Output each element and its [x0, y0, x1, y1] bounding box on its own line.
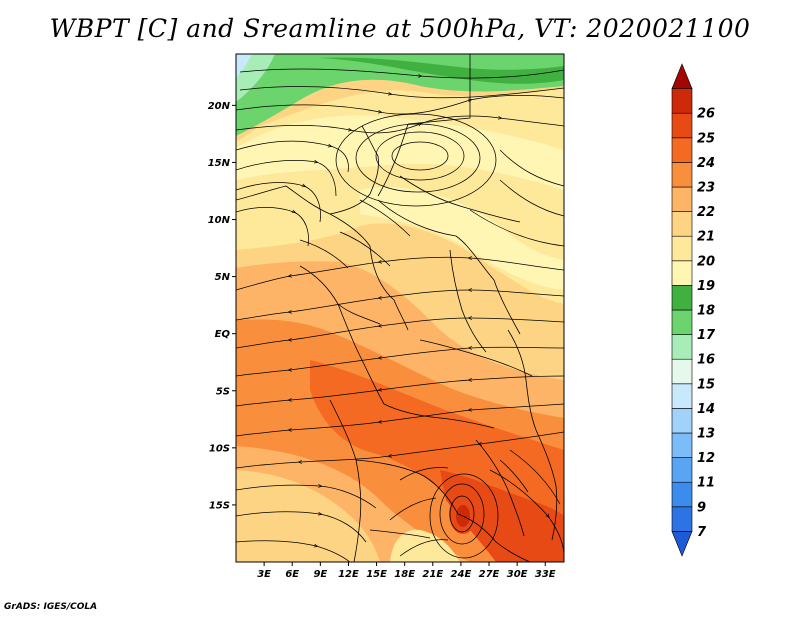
colorbar-swatch [671, 186, 693, 212]
colorbar-swatch [671, 211, 693, 237]
colorbar-label: 22 [697, 205, 715, 220]
lon-tick-label: 21E [422, 569, 443, 580]
shade-red-southeast [440, 470, 564, 562]
colorbar-label: 12 [697, 451, 715, 466]
colorbar-swatch [671, 162, 693, 188]
colorbar-swatch [671, 88, 693, 114]
colorbar-label: 23 [697, 181, 715, 196]
colorbar-swatch [671, 457, 693, 483]
lon-tick-label: 33E [535, 569, 556, 580]
colorbar-swatch [671, 334, 693, 360]
map-area [236, 54, 564, 562]
colorbar-label: 11 [697, 476, 715, 491]
credit-label: GrADS: IGES/COLA [4, 602, 98, 612]
colorbar-label: 19 [697, 279, 715, 294]
lon-tick-label: 3E [257, 569, 271, 580]
lat-tick-label: 10S [209, 443, 230, 454]
colorbar-top-arrow [671, 63, 693, 89]
shade-light-green-nw [236, 54, 275, 102]
colorbar-label: 17 [697, 328, 716, 343]
lat-tick-label: 15N [208, 158, 231, 169]
lon-tick-label: 27E [479, 569, 500, 580]
colorbar-swatch [671, 112, 693, 139]
colorbar-swatch [671, 137, 693, 163]
lat-tick-label: 15S [209, 500, 230, 511]
colorbar-label: 21 [697, 230, 715, 245]
colorbar-swatch [671, 260, 693, 286]
longitude-axis: 3E 6E 9E 12E 15E 18E 21E 24E 27E 30E 33E [257, 562, 556, 580]
lat-tick-label: 5S [216, 386, 230, 397]
colorbar-label: 25 [697, 131, 715, 146]
colorbar-label: 26 [697, 107, 715, 122]
shade-south-light [390, 529, 460, 562]
lon-tick-label: 9E [313, 569, 327, 580]
colorbar-label: 18 [697, 304, 715, 319]
latitude-axis: 20N 15N 10N 5N EQ 5S 10S 15S [208, 101, 236, 511]
lat-tick-label: 5N [215, 272, 231, 283]
map-frame [235, 53, 565, 563]
lon-tick-label: 12E [338, 569, 359, 580]
colorbar-swatch [671, 235, 693, 262]
lon-tick-label: 24E [451, 569, 472, 580]
colorbar-swatch [671, 358, 693, 385]
colorbar-label: 20 [697, 254, 715, 269]
lat-tick-label: EQ [215, 329, 231, 340]
colorbar-swatch [671, 309, 693, 335]
colorbar-swatch [671, 383, 693, 409]
colorbar-label: 24 [697, 156, 715, 171]
lon-tick-label: 6E [285, 569, 299, 580]
colorbar-swatch [671, 432, 693, 458]
shade-cream-center [360, 187, 564, 290]
colorbar-swatch [671, 481, 693, 508]
colorbar-swatch [671, 408, 693, 434]
lon-tick-label: 18E [394, 569, 415, 580]
colorbar-label: 16 [697, 353, 715, 368]
lon-tick-label: 30E [507, 569, 528, 580]
colorbar-swatch [671, 506, 693, 532]
colorbar-bottom-arrow [671, 531, 693, 557]
colorbar-label: 7 [697, 525, 707, 540]
lat-tick-label: 10N [208, 215, 231, 226]
shade-sw-light [236, 470, 380, 562]
lat-tick-label: 20N [208, 101, 231, 112]
colorbar-label: 15 [697, 377, 715, 392]
colorbar: 7 9 11 12 13 14 15 16 17 18 19 20 21 22 23 24 25 26 [671, 63, 716, 557]
colorbar-label: 13 [697, 427, 715, 442]
colorbar-swatch [671, 285, 693, 311]
colorbar-label: 9 [697, 500, 706, 515]
streamlines [236, 68, 564, 562]
chart-title: WBPT [C] and Sreamline at 500hPa, VT: 20… [49, 14, 751, 43]
colorbar-label: 14 [697, 402, 715, 417]
lon-tick-label: 15E [366, 569, 387, 580]
